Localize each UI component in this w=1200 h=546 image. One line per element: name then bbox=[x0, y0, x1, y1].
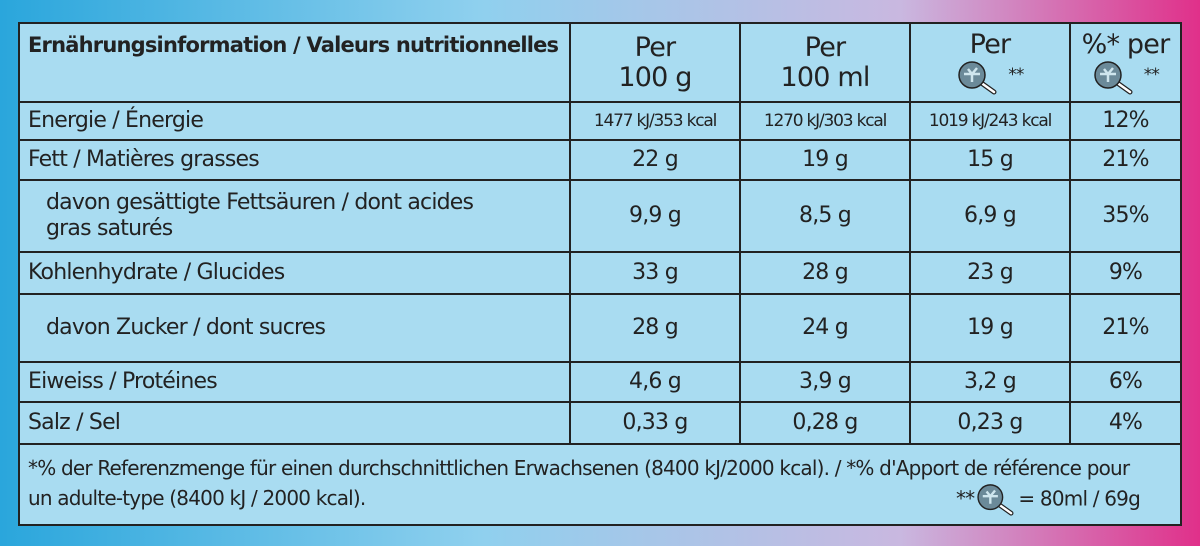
label-text: davon gesättigte Fettsäuren / dont acide… bbox=[46, 190, 474, 215]
ice-cream-icon bbox=[977, 484, 1014, 516]
nutrient-value: 1477 kJ/353 kcal bbox=[569, 101, 741, 141]
header-cell: %* per ** bbox=[1069, 24, 1180, 103]
portion-note: ** = 80ml / 69g bbox=[955, 483, 1141, 517]
nutrient-row: davon gesättigte Fettsäuren / dont acide… bbox=[20, 179, 1180, 253]
nutrient-label: Energie / Énergie bbox=[20, 101, 571, 141]
header-cell: Per 100 ml bbox=[739, 24, 911, 103]
nutrient-value: 0,28 g bbox=[739, 401, 911, 445]
label-text: Salz / Sel bbox=[28, 410, 121, 435]
nutrient-value: 3,9 g bbox=[739, 361, 911, 403]
header-row: Ernährungsinformation / Valeurs nutritio… bbox=[20, 24, 1180, 103]
header-text: 100 ml bbox=[780, 61, 870, 93]
nutrient-value: 0,33 g bbox=[569, 401, 741, 445]
nutrient-value: 6,9 g bbox=[909, 179, 1071, 253]
header-note: ** bbox=[1008, 64, 1024, 85]
nutrient-row: Eiweiss / Protéines 4,6 g 3,9 g 3,2 g 6% bbox=[20, 361, 1180, 403]
label-text: Energie / Énergie bbox=[28, 108, 204, 133]
nutrient-value: 21% bbox=[1069, 293, 1180, 363]
portion-mark: ** bbox=[955, 486, 975, 511]
nutrient-value: 8,5 g bbox=[739, 179, 911, 253]
header-icon-line: ** bbox=[1079, 60, 1172, 96]
ice-cream-icon bbox=[1094, 60, 1133, 94]
header-text: Per bbox=[634, 31, 676, 63]
nutrient-value: 1270 kJ/303 kcal bbox=[739, 101, 911, 141]
nutrient-label: Eiweiss / Protéines bbox=[20, 361, 571, 403]
nutrient-row: Salz / Sel 0,33 g 0,28 g 0,23 g 4% bbox=[20, 401, 1180, 445]
nutrient-label: Kohlenhydrate / Glucides bbox=[20, 251, 571, 295]
nutrient-value: 0,23 g bbox=[909, 401, 1071, 445]
nutrient-value: 1019 kJ/243 kcal bbox=[909, 101, 1071, 141]
nutrient-label: davon gesättigte Fettsäuren / dont acide… bbox=[20, 179, 571, 253]
nutrient-row: davon Zucker / dont sucres 28 g 24 g 19 g 21… bbox=[20, 293, 1180, 363]
nutrient-value: 12% bbox=[1069, 101, 1180, 141]
nutrient-value: 15 g bbox=[909, 139, 1071, 181]
footnote-text: un adulte-type (8400 kJ / 2000 kcal). bbox=[28, 486, 366, 510]
header-text: Per bbox=[804, 31, 846, 63]
nutrient-value: 28 g bbox=[739, 251, 911, 295]
header-cell: Per 100 g bbox=[569, 24, 741, 103]
label-text: Eiweiss / Protéines bbox=[28, 369, 218, 394]
nutrient-value: 21% bbox=[1069, 139, 1180, 181]
nutrition-table: Ernährungsinformation / Valeurs nutritio… bbox=[20, 24, 1180, 445]
header-cell: Per ** bbox=[909, 24, 1071, 103]
header-label: Ernährungsinformation / Valeurs nutritio… bbox=[20, 24, 571, 103]
nutrient-value: 33 g bbox=[569, 251, 741, 295]
label-text: davon Zucker / dont sucres bbox=[46, 315, 326, 340]
ice-cream-icon bbox=[958, 60, 997, 94]
nutrient-label: Fett / Matières grasses bbox=[20, 139, 571, 181]
nutrient-label: davon Zucker / dont sucres bbox=[20, 293, 571, 363]
footnote-text: *% der Referenzmenge für einen durchschn… bbox=[28, 456, 1130, 480]
nutrient-value: 35% bbox=[1069, 179, 1180, 253]
nutrient-value: 6% bbox=[1069, 361, 1180, 403]
nutrient-value: 3,2 g bbox=[909, 361, 1071, 403]
header-text: %* per bbox=[1081, 28, 1171, 60]
nutrient-value: 22 g bbox=[569, 139, 741, 181]
nutrient-row: Kohlenhydrate / Glucides 33 g 28 g 23 g 9% bbox=[20, 251, 1180, 295]
nutrition-panel: Ernährungsinformation / Valeurs nutritio… bbox=[18, 22, 1182, 526]
label-text: Kohlenhydrate / Glucides bbox=[28, 260, 285, 285]
nutrient-value: 24 g bbox=[739, 293, 911, 363]
nutrient-value: 23 g bbox=[909, 251, 1071, 295]
label-text: gras saturés bbox=[46, 216, 173, 241]
nutrient-label: Salz / Sel bbox=[20, 401, 571, 445]
nutrient-value: 19 g bbox=[909, 293, 1071, 363]
header-note: ** bbox=[1143, 64, 1160, 85]
nutrient-value: 4,6 g bbox=[569, 361, 741, 403]
nutrient-value: 9% bbox=[1069, 251, 1180, 295]
nutrient-row: Energie / Énergie 1477 kJ/353 kcal 1270 kJ… bbox=[20, 101, 1180, 141]
header-text: Per bbox=[969, 28, 1011, 60]
nutrient-value: 4% bbox=[1069, 401, 1180, 445]
label-text: Fett / Matières grasses bbox=[28, 147, 260, 172]
header-icon-line: ** bbox=[919, 60, 1061, 96]
nutrient-row: Fett / Matières grasses 22 g 19 g 15 g 21% bbox=[20, 139, 1180, 181]
portion-value: = 80ml / 69g bbox=[1018, 486, 1140, 511]
footnote: *% der Referenzmenge für einen durchschn… bbox=[20, 445, 1180, 521]
nutrient-value: 19 g bbox=[739, 139, 911, 181]
nutrient-value: 28 g bbox=[569, 293, 741, 363]
nutrient-value: 9,9 g bbox=[569, 179, 741, 253]
header-text: 100 g bbox=[618, 61, 692, 93]
